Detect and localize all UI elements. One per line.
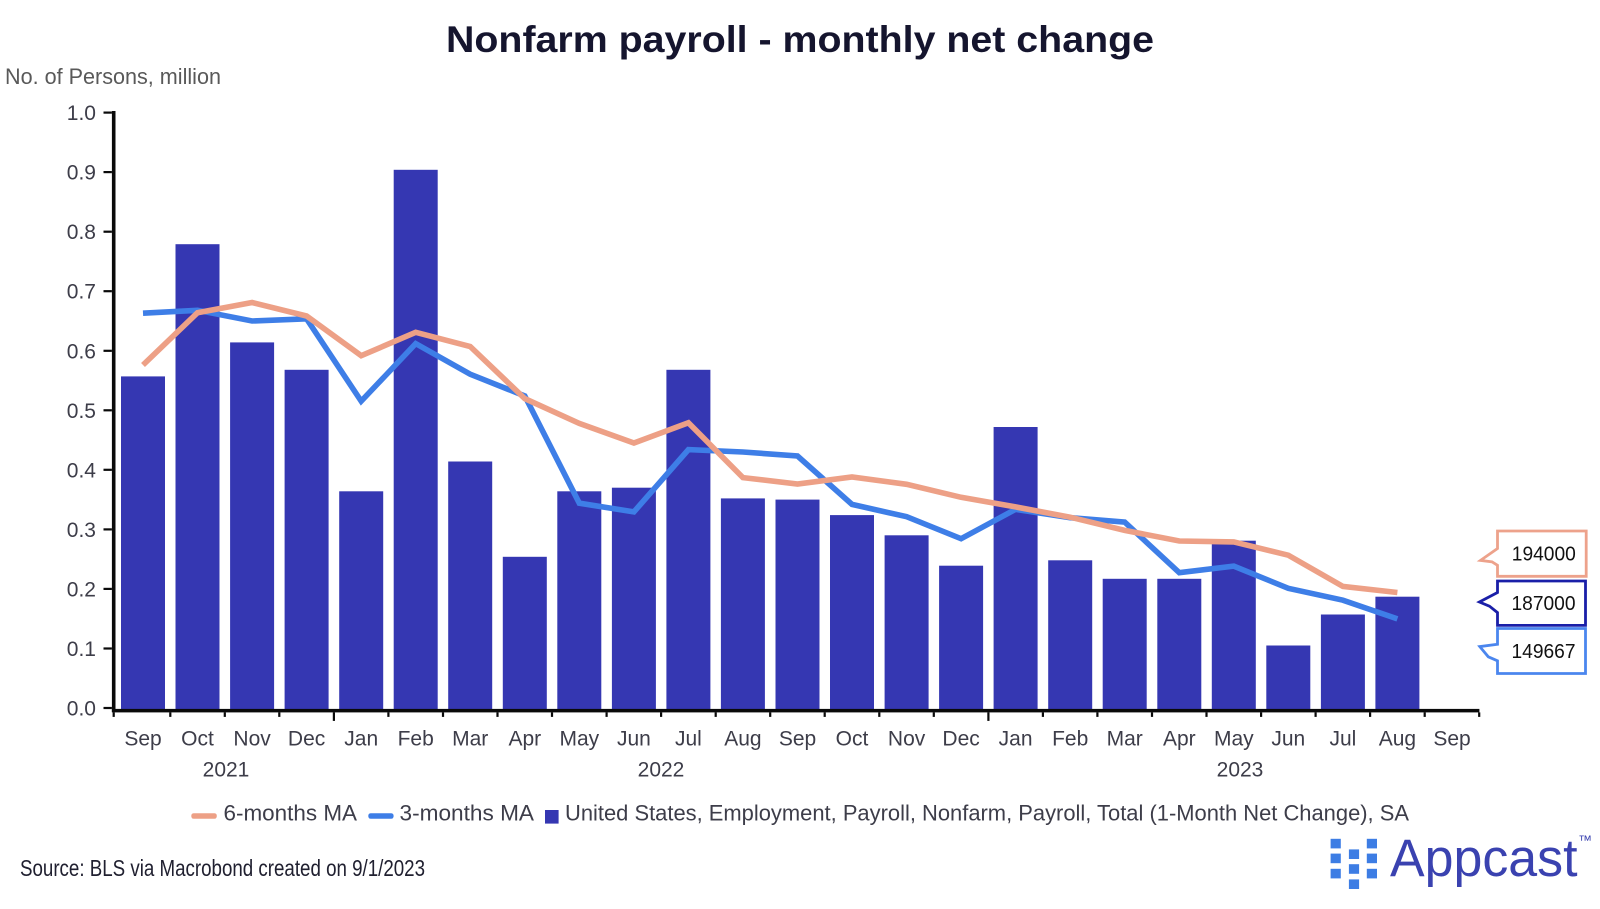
svg-text:Jul: Jul [1329, 728, 1356, 751]
svg-text:™: ™ [1578, 832, 1592, 848]
svg-text:Feb: Feb [1052, 728, 1088, 751]
svg-text:Source: BLS via Macrobond crea: Source: BLS via Macrobond created on 9/1… [20, 855, 425, 881]
svg-text:2021: 2021 [203, 759, 250, 782]
svg-text:194000: 194000 [1512, 544, 1576, 566]
svg-text:Jul: Jul [675, 728, 702, 751]
svg-text:Appcast: Appcast [1390, 829, 1578, 888]
svg-text:Feb: Feb [398, 728, 434, 751]
svg-text:Sep: Sep [1433, 728, 1470, 751]
svg-text:Nonfarm payroll - monthly net: Nonfarm payroll - monthly net change [446, 19, 1154, 60]
svg-text:Dec: Dec [942, 728, 979, 751]
svg-text:0.4: 0.4 [67, 459, 97, 482]
svg-text:Aug: Aug [724, 728, 761, 751]
svg-text:No. of Persons, million: No. of Persons, million [5, 64, 221, 89]
svg-text:0.0: 0.0 [67, 698, 96, 721]
svg-text:Oct: Oct [181, 728, 214, 751]
svg-text:187000: 187000 [1512, 593, 1576, 615]
svg-text:2022: 2022 [638, 759, 685, 782]
svg-text:0.7: 0.7 [67, 281, 96, 304]
svg-text:149667: 149667 [1512, 641, 1576, 663]
svg-text:Nov: Nov [888, 728, 926, 751]
svg-text:6-months MA: 6-months MA [224, 800, 358, 825]
svg-text:Aug: Aug [1379, 728, 1416, 751]
svg-text:May: May [1214, 728, 1254, 751]
svg-text:0.9: 0.9 [67, 162, 96, 185]
svg-text:0.3: 0.3 [67, 519, 96, 542]
svg-text:Sep: Sep [124, 728, 161, 751]
svg-text:Jan: Jan [344, 728, 378, 751]
svg-text:Jun: Jun [1271, 728, 1305, 751]
svg-text:0.6: 0.6 [67, 340, 96, 363]
svg-text:3-months MA: 3-months MA [400, 800, 535, 825]
svg-text:May: May [559, 728, 599, 751]
svg-text:2023: 2023 [1217, 759, 1264, 782]
svg-text:0.2: 0.2 [67, 578, 96, 601]
svg-text:United States, Employment, Pay: United States, Employment, Payroll, Nonf… [565, 800, 1409, 825]
svg-text:0.5: 0.5 [67, 400, 96, 423]
svg-text:Jan: Jan [999, 728, 1033, 751]
svg-text:Mar: Mar [452, 728, 488, 751]
svg-text:Apr: Apr [1163, 728, 1196, 751]
svg-text:Dec: Dec [288, 728, 325, 751]
svg-text:1.0: 1.0 [67, 102, 96, 125]
svg-text:Oct: Oct [836, 728, 869, 751]
svg-text:Jun: Jun [617, 728, 651, 751]
svg-text:0.1: 0.1 [67, 638, 96, 661]
svg-text:Mar: Mar [1107, 728, 1143, 751]
svg-text:Apr: Apr [508, 728, 541, 751]
svg-text:0.8: 0.8 [67, 221, 96, 244]
svg-text:Nov: Nov [233, 728, 271, 751]
svg-text:Sep: Sep [779, 728, 816, 751]
